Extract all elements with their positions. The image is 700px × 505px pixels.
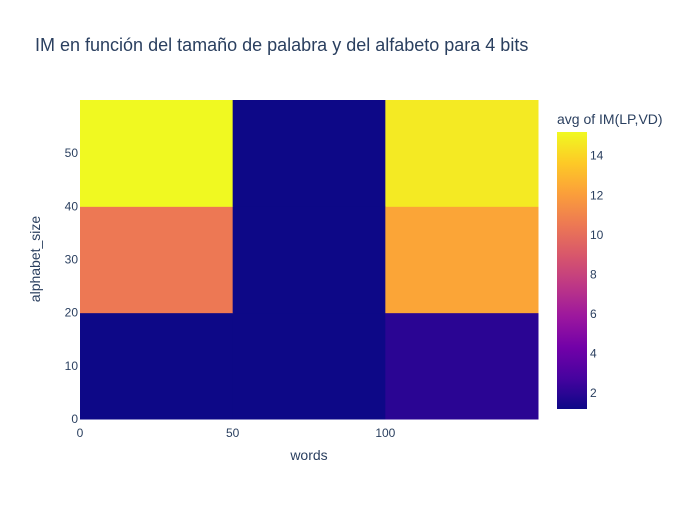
x-axis-ticks: 0 50 100 xyxy=(77,426,396,440)
heatmap-cell xyxy=(232,206,386,314)
colorbar-tick-label: 4 xyxy=(590,347,597,361)
colorbar-tick-label: 10 xyxy=(590,228,604,242)
colorbar-tick-label: 6 xyxy=(590,307,597,321)
x-tick-label: 0 xyxy=(77,426,84,440)
y-tick-label: 40 xyxy=(65,199,79,213)
colorbar-tick-label: 8 xyxy=(590,267,597,281)
heatmap-cell xyxy=(232,312,386,420)
colorbar-title: avg of IM(LP,VD) xyxy=(557,111,663,127)
x-tick-label: 50 xyxy=(226,426,240,440)
y-axis-label: alphabet_size xyxy=(27,216,43,303)
heatmap-cell xyxy=(80,312,234,420)
heatmap-cell xyxy=(80,206,234,314)
colorbar-ticks: 2 4 6 8 10 12 14 xyxy=(590,149,604,400)
heatmap-cells xyxy=(80,100,539,420)
y-tick-label: 20 xyxy=(65,306,79,320)
colorbar xyxy=(557,132,587,409)
x-axis-label: words xyxy=(289,447,327,463)
colorbar-tick-label: 14 xyxy=(590,149,604,163)
heatmap-cell xyxy=(385,100,539,207)
heatmap-cell xyxy=(385,312,539,420)
y-tick-label: 30 xyxy=(65,253,79,267)
x-tick-label: 100 xyxy=(375,426,395,440)
y-tick-label: 0 xyxy=(71,412,78,426)
heatmap-cell xyxy=(385,206,539,314)
heatmap-cell xyxy=(232,100,386,207)
y-tick-label: 10 xyxy=(65,359,79,373)
colorbar-tick-label: 12 xyxy=(590,188,604,202)
heatmap-cell xyxy=(80,100,234,207)
colorbar-tick-label: 2 xyxy=(590,386,597,400)
y-tick-label: 50 xyxy=(65,146,79,160)
chart-title: IM en función del tamaño de palabra y de… xyxy=(35,35,528,55)
y-axis-ticks: 0 10 20 30 40 50 xyxy=(65,146,79,426)
